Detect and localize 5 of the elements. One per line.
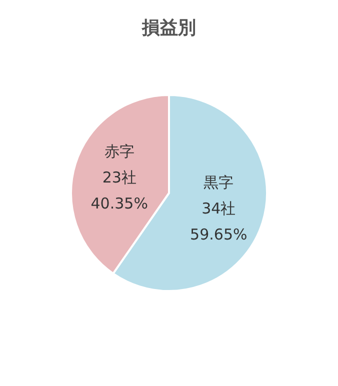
chart-title: 損益別: [141, 18, 196, 38]
slice-label: 赤字: [104, 142, 134, 160]
data-label: 34社 59.65%: [190, 200, 248, 244]
slice-label: 黒字: [204, 174, 234, 192]
data-label: 23社 40.35%: [90, 168, 148, 212]
